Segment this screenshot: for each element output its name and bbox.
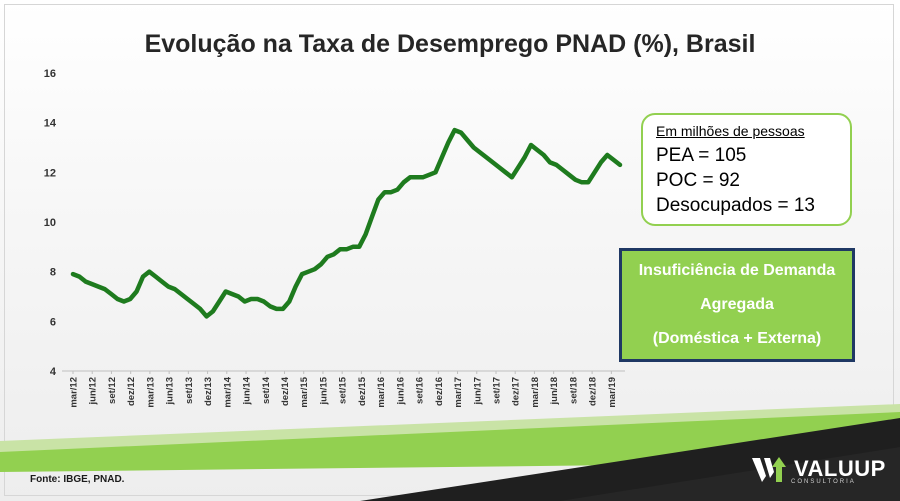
y-tick-label: 6 bbox=[50, 316, 56, 328]
valuup-logo: VALUUP bbox=[750, 452, 886, 486]
info-line-pea: PEA = 105 bbox=[656, 145, 747, 166]
chart-title: Evolução na Taxa de Desemprego PNAD (%),… bbox=[144, 30, 756, 58]
x-axis: mar/12 jun/12 set/12 dez/12 mar/13 jun/13 set/… bbox=[62, 370, 625, 408]
bottom-decoration bbox=[0, 404, 900, 501]
info-box-header: Em milhões de pessoas bbox=[656, 123, 805, 139]
x-tick-label: dez/17 bbox=[511, 377, 522, 406]
x-tick-label: set/13 bbox=[184, 377, 195, 404]
x-tick-label: set/16 bbox=[415, 377, 426, 404]
demand-line-3: (Doméstica + Externa) bbox=[652, 330, 822, 347]
x-tick-label: jun/15 bbox=[318, 376, 329, 405]
x-tick-label: jun/14 bbox=[242, 376, 253, 405]
series-line-unemployment bbox=[70, 127, 623, 319]
x-tick-label: set/12 bbox=[107, 377, 118, 404]
y-tick-label: 12 bbox=[44, 167, 56, 179]
source-note: Fonte: IBGE, PNAD. bbox=[30, 474, 125, 485]
y-tick-label: 4 bbox=[50, 366, 57, 378]
valuup-logo-text: VALUUP bbox=[794, 456, 886, 481]
x-tick-label: jun/13 bbox=[165, 377, 176, 405]
demand-box: Insuficiência de Demanda Agregada (Domés… bbox=[619, 248, 855, 362]
y-axis: 4 6 8 10 12 14 16 bbox=[44, 68, 57, 378]
x-tick-label: mar/13 bbox=[145, 377, 156, 408]
y-tick-label: 8 bbox=[50, 267, 56, 279]
demand-line-1: Insuficiência de Demanda bbox=[638, 262, 836, 279]
x-tick-label: set/15 bbox=[338, 376, 349, 404]
x-tick-label: dez/14 bbox=[280, 376, 291, 406]
dark-band-inner bbox=[560, 447, 900, 501]
x-tick-label: jun/17 bbox=[472, 377, 483, 405]
info-box: Em milhões de pessoas PEA = 105 POC = 92… bbox=[641, 113, 852, 226]
valuup-logo-icon bbox=[752, 457, 786, 482]
x-tick-label: mar/18 bbox=[530, 377, 541, 408]
x-tick-label: dez/15 bbox=[357, 376, 368, 406]
info-line-poc: POC = 92 bbox=[656, 170, 740, 191]
x-tick-label: jun/18 bbox=[549, 377, 560, 405]
x-tick-label: mar/17 bbox=[453, 377, 464, 408]
x-tick-label: jun/16 bbox=[395, 377, 406, 405]
x-tick-label: jun/12 bbox=[88, 377, 99, 405]
x-tick-label: dez/13 bbox=[203, 377, 214, 406]
y-tick-label: 16 bbox=[44, 68, 56, 80]
x-tick-label: mar/19 bbox=[607, 377, 618, 408]
y-tick-label: 14 bbox=[44, 118, 57, 130]
valuup-logo-subtitle: CONSULTORIA bbox=[791, 479, 856, 485]
x-tick-label: mar/12 bbox=[69, 377, 80, 408]
x-tick-label: dez/18 bbox=[588, 377, 599, 406]
x-tick-label: set/18 bbox=[568, 377, 579, 404]
plot-area bbox=[70, 127, 623, 319]
x-tick-label: dez/12 bbox=[126, 377, 137, 406]
x-tick-label: mar/15 bbox=[299, 376, 310, 407]
info-line-desocupados: Desocupados = 13 bbox=[656, 195, 815, 216]
y-tick-label: 10 bbox=[44, 217, 56, 229]
x-tick-label: mar/14 bbox=[222, 376, 233, 407]
x-tick-label: dez/16 bbox=[434, 377, 445, 406]
x-tick-label: mar/16 bbox=[376, 377, 387, 408]
x-tick-label: set/17 bbox=[491, 377, 502, 404]
demand-line-2: Agregada bbox=[700, 296, 774, 313]
x-tick-label: set/14 bbox=[261, 376, 272, 404]
